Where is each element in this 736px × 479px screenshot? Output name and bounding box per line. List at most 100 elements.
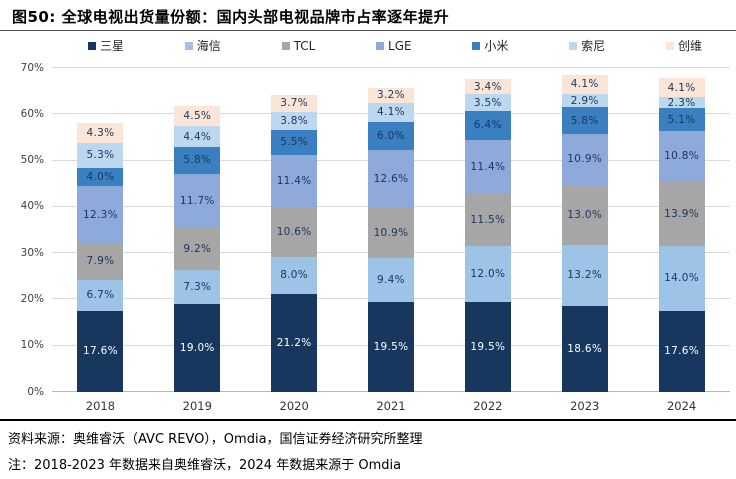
segment-TCL-2021: 10.9% bbox=[368, 207, 414, 259]
legend-label: 创维 bbox=[677, 39, 702, 53]
segment-value-label: 3.7% bbox=[280, 97, 309, 110]
segment-value-label: 4.1% bbox=[667, 81, 696, 94]
segment-value-label: 6.4% bbox=[473, 119, 502, 132]
legend-marker-icon bbox=[665, 42, 674, 50]
segment-创维-2019: 4.5% bbox=[174, 105, 221, 127]
segment-TCL-2018: 7.9% bbox=[77, 242, 124, 280]
segment-三星-2018: 17.6% bbox=[77, 310, 124, 392]
segment-TCL-2024: 13.9% bbox=[658, 181, 705, 246]
segment-小米-2019: 5.8% bbox=[174, 146, 221, 174]
segment-索尼-2021: 4.1% bbox=[368, 102, 414, 122]
x-tick-label-2024: 2024 bbox=[666, 399, 697, 413]
segment-value-label: 5.8% bbox=[183, 154, 212, 167]
plot-area: 17.6% 6.7% 7.9% 12.3% 4.0% 5.3% 4.3% 19.0% 7.3% 9… bbox=[52, 67, 730, 392]
y-tick-label-60%: 60% bbox=[20, 107, 44, 120]
bars-container: 17.6% 6.7% 7.9% 12.3% 4.0% 5.3% 4.3% 19.0% 7.3% 9… bbox=[52, 68, 730, 392]
source-text: 资料来源：奥维睿沃（AVC REVO），Omdia，国信证券经济研究所整理 bbox=[8, 432, 423, 447]
segment-value-label: 21.2% bbox=[276, 336, 312, 349]
legend-marker-icon bbox=[472, 42, 481, 50]
segment-三星-2020: 21.2% bbox=[271, 293, 318, 392]
segment-value-label: 11.5% bbox=[470, 213, 506, 226]
segment-索尼-2020: 3.8% bbox=[271, 112, 318, 130]
segment-索尼-2022: 3.5% bbox=[464, 94, 511, 111]
segment-LGE-2018: 12.3% bbox=[77, 186, 124, 243]
legend-item-索尼: 索尼 bbox=[569, 40, 605, 52]
segment-value-label: 11.4% bbox=[470, 160, 506, 173]
title-divider bbox=[0, 30, 736, 31]
gridline-70 bbox=[52, 67, 730, 68]
segment-索尼-2018: 5.3% bbox=[77, 143, 124, 168]
segment-三星-2024: 17.6% bbox=[658, 310, 705, 392]
segment-LGE-2022: 11.4% bbox=[464, 140, 511, 193]
y-tick-label-20%: 20% bbox=[20, 292, 44, 305]
segment-TCL-2022: 11.5% bbox=[464, 193, 511, 247]
segment-海信-2020: 8.0% bbox=[271, 256, 318, 294]
segment-小米-2023: 5.8% bbox=[561, 107, 608, 135]
bar-slot-2023: 18.6% 13.2% 13.0% 10.9% 5.8% 2.9% 4.1% bbox=[536, 68, 633, 392]
segment-海信-2023: 13.2% bbox=[561, 244, 608, 306]
segment-value-label: 4.1% bbox=[377, 106, 405, 119]
legend-marker-icon bbox=[569, 42, 578, 50]
segment-value-label: 8.0% bbox=[280, 269, 309, 282]
segment-value-label: 4.5% bbox=[183, 109, 212, 122]
legend-item-海信: 海信 bbox=[184, 40, 221, 52]
y-tick-label-10%: 10% bbox=[20, 339, 44, 352]
segment-三星-2023: 18.6% bbox=[561, 305, 608, 392]
segment-value-label: 13.9% bbox=[664, 207, 699, 220]
legend-label: 索尼 bbox=[581, 39, 606, 53]
x-tick-label-2020: 2020 bbox=[279, 399, 309, 413]
bar-slot-2019: 19.0% 7.3% 9.2% 11.7% 5.8% 4.4% 4.5% bbox=[149, 68, 246, 392]
segment-value-label: 17.6% bbox=[82, 345, 118, 358]
segment-value-label: 2.3% bbox=[667, 96, 696, 109]
segment-value-label: 3.5% bbox=[473, 96, 502, 109]
stacked-bar-2018: 17.6% 6.7% 7.9% 12.3% 4.0% 5.3% 4.3% bbox=[77, 123, 124, 392]
x-tick-label-2019: 2019 bbox=[182, 399, 212, 413]
legend-item-小米: 小米 bbox=[472, 40, 508, 52]
segment-value-label: 4.0% bbox=[86, 170, 115, 183]
segment-海信-2024: 14.0% bbox=[658, 245, 705, 311]
segment-value-label: 11.4% bbox=[276, 175, 312, 188]
segment-海信-2019: 7.3% bbox=[174, 270, 221, 305]
y-tick-label-70%: 70% bbox=[20, 61, 44, 74]
y-tick-label-50%: 50% bbox=[20, 154, 44, 167]
y-tick-label-30%: 30% bbox=[20, 246, 44, 259]
segment-value-label: 6.0% bbox=[377, 129, 405, 142]
segment-value-label: 3.4% bbox=[473, 80, 502, 93]
bar-slot-2024: 17.6% 14.0% 13.9% 10.8% 5.1% 2.3% 4.1% bbox=[633, 68, 730, 392]
legend-marker-icon bbox=[281, 42, 290, 50]
bar-slot-2022: 19.5% 12.0% 11.5% 11.4% 6.4% 3.5% 3.4% bbox=[439, 68, 536, 392]
segment-value-label: 19.5% bbox=[470, 340, 506, 353]
legend-item-TCL: TCL bbox=[281, 40, 315, 52]
segment-value-label: 12.0% bbox=[470, 267, 506, 280]
y-axis: 0% 10% 20% 30% 40% 50% 60% 70% bbox=[0, 62, 44, 398]
legend-item-三星: 三星 bbox=[88, 40, 124, 52]
stacked-bar-2019: 19.0% 7.3% 9.2% 11.7% 5.8% 4.4% 4.5% bbox=[174, 105, 221, 392]
segment-value-label: 5.5% bbox=[280, 136, 309, 149]
segment-value-label: 5.1% bbox=[667, 113, 696, 126]
segment-value-label: 9.4% bbox=[377, 274, 405, 286]
segment-索尼-2024: 2.3% bbox=[658, 96, 705, 109]
segment-三星-2021: 19.5% bbox=[368, 301, 414, 392]
legend-marker-icon bbox=[376, 42, 385, 50]
note-text: 注：2018-2023 年数据来自奥维睿沃，2024 年数据来源于 Omdia bbox=[8, 458, 402, 473]
x-tick-label-2018: 2018 bbox=[85, 399, 116, 413]
legend-label: 小米 bbox=[484, 39, 509, 53]
segment-TCL-2019: 9.2% bbox=[174, 227, 221, 271]
segment-value-label: 4.4% bbox=[183, 130, 212, 143]
segment-LGE-2019: 11.7% bbox=[174, 173, 221, 228]
segment-value-label: 18.6% bbox=[567, 342, 603, 355]
legend-marker-icon bbox=[184, 42, 193, 50]
segment-创维-2021: 3.2% bbox=[368, 87, 414, 103]
x-tick-label-2022: 2022 bbox=[473, 399, 503, 413]
legend-marker-icon bbox=[88, 42, 96, 50]
stacked-bar-2020: 21.2% 8.0% 10.6% 11.4% 5.5% 3.8% 3.7% bbox=[271, 94, 318, 392]
segment-value-label: 2.9% bbox=[570, 94, 599, 107]
bar-slot-2021: 19.5% 9.4% 10.9% 12.6% 6.0% 4.1% 3.2% bbox=[343, 68, 440, 392]
segment-三星-2022: 19.5% bbox=[464, 301, 511, 392]
segment-value-label: 10.9% bbox=[373, 227, 409, 240]
footer-divider bbox=[0, 419, 736, 421]
segment-value-label: 9.2% bbox=[183, 242, 212, 255]
legend-label: 三星 bbox=[100, 39, 125, 53]
segment-海信-2018: 6.7% bbox=[77, 279, 124, 311]
